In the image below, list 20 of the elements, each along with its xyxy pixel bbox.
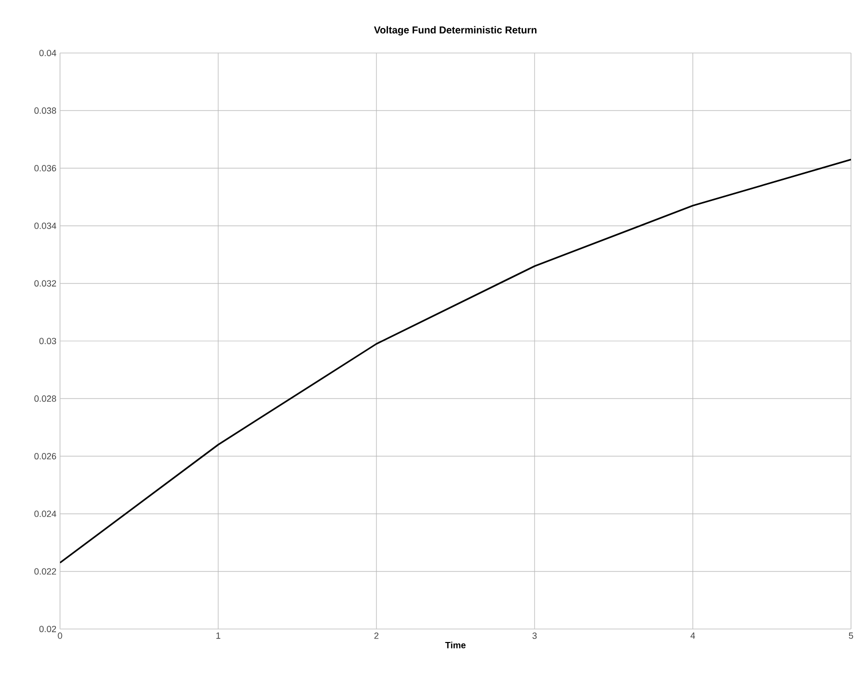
y-tick-label: 0.04 — [39, 50, 56, 56]
y-tick-label: 0.036 — [34, 165, 56, 172]
x-tick-label: 0 — [58, 632, 62, 639]
y-tick-label: 0.03 — [39, 338, 56, 344]
x-tick-label: 3 — [532, 632, 537, 639]
y-tick-label: 0.02 — [39, 626, 56, 632]
y-tick-label: 0.026 — [34, 453, 56, 460]
x-tick-label: 5 — [848, 632, 854, 639]
x-tick-label: 2 — [374, 632, 378, 639]
x-axis-title: Time — [445, 642, 466, 648]
y-tick-label: 0.032 — [34, 280, 56, 287]
chart-title: Voltage Fund Deterministic Return — [374, 26, 536, 36]
x-tick-label: 1 — [216, 632, 220, 639]
x-tick-label: 4 — [690, 632, 696, 639]
y-tick-label: 0.038 — [34, 107, 56, 114]
y-tick-label: 0.022 — [34, 568, 56, 575]
line-series — [60, 158, 852, 564]
y-tick-label: 0.028 — [34, 395, 56, 402]
y-tick-label: 0.034 — [34, 222, 56, 229]
y-tick-label: 0.024 — [34, 510, 56, 517]
